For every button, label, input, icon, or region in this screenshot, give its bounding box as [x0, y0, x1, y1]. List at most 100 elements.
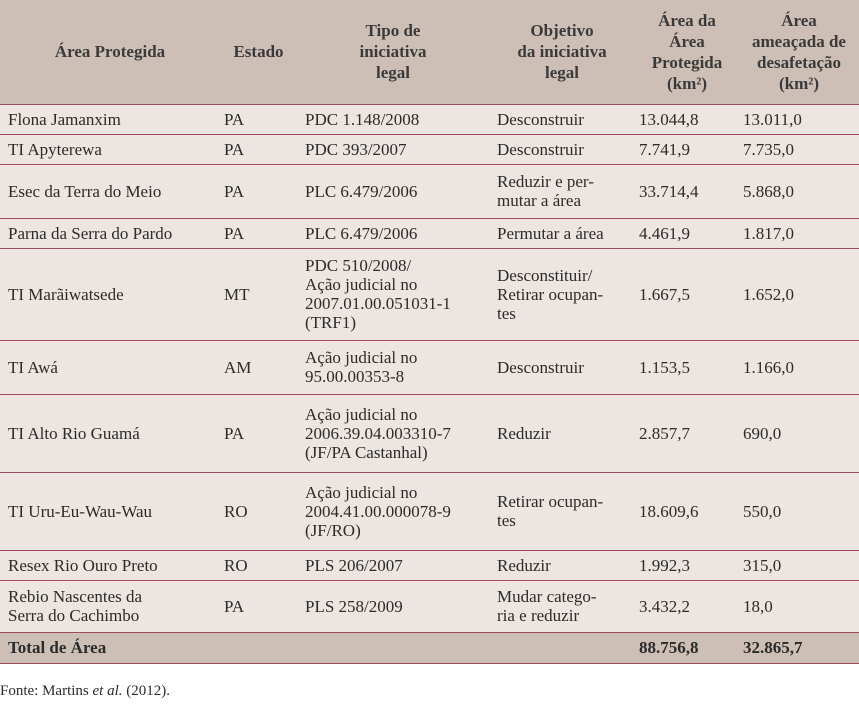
cell-tipo: PDC 393/2007: [297, 134, 489, 165]
total-area-ameacada: 32.865,7: [739, 632, 859, 664]
cell-objetivo: Desconstruir: [489, 104, 635, 135]
table-row: TI Alto Rio Guamá PA Ação judicial no 2006.…: [0, 394, 859, 473]
cell-line: Desconstituir/: [497, 265, 593, 285]
table-row: Parna da Serra do Pardo PA PLC 6.479/2006 P…: [0, 218, 859, 249]
cell-area-ameacada: 315,0: [739, 550, 859, 581]
header-line: (km²): [778, 73, 820, 93]
table-row: Rebio Nascentes da Serra do Cachimbo PA PLS…: [0, 580, 859, 633]
cell-area: TI Alto Rio Guamá: [0, 394, 220, 473]
protected-areas-table: Área Protegida Estado Tipo de iniciativa leg…: [0, 0, 859, 664]
header-line: ameaçada de: [752, 31, 846, 51]
cell-estado: PA: [220, 218, 297, 249]
header-line: (km²): [666, 73, 708, 93]
header-line: Área Protegida: [54, 42, 166, 62]
cell-line: 95.00.00353-8: [305, 367, 405, 386]
cell-tipo: PDC 1.148/2008: [297, 104, 489, 135]
header-line: Área: [781, 10, 817, 30]
header-line: da iniciativa: [517, 42, 607, 62]
cell-area-protegida: 1.667,5: [635, 248, 739, 341]
cell-line: Reduzir: [497, 423, 551, 443]
header-line: Estado: [233, 42, 284, 62]
cell-line: Desconstruir: [497, 139, 584, 159]
cell-tipo: PLC 6.479/2006: [297, 218, 489, 249]
cell-line: Esec da Terra do Meio: [8, 181, 162, 201]
cell-line: Resex Rio Ouro Preto: [8, 555, 158, 575]
cell-estado: PA: [220, 164, 297, 219]
cell-objetivo: Reduzir e per-mutar a área: [489, 164, 635, 219]
header-line: legal: [545, 63, 579, 83]
cell-estado: PA: [220, 394, 297, 473]
total-label: Total de Área: [0, 632, 635, 664]
cell-line: (JF/RO): [305, 520, 361, 540]
cell-estado: PA: [220, 580, 297, 633]
cell-line: Retirar ocupan-: [497, 284, 604, 304]
cell-objetivo: Reduzir: [489, 550, 635, 581]
cell-area-ameacada: 550,0: [739, 472, 859, 551]
cell-estado: MT: [220, 248, 297, 341]
cell-area: TI Marãiwatsede: [0, 248, 220, 341]
cell-line: PLC 6.479/2006: [305, 181, 418, 201]
source-prefix: Fonte: Martins: [0, 683, 93, 699]
header-line: Objetivo: [530, 21, 594, 41]
header-tipo: Tipo de iniciativa legal: [297, 0, 489, 105]
cell-area-protegida: 1.153,5: [635, 340, 739, 395]
cell-line: PLS 206/2007: [305, 555, 403, 575]
cell-estado: PA: [220, 134, 297, 165]
table-body: Flona Jamanxim PA PDC 1.148/2008 Desconstru…: [0, 104, 859, 633]
table-row: Resex Rio Ouro Preto RO PLS 206/2007 Reduzi…: [0, 550, 859, 581]
cell-line: TI Apyterewa: [8, 139, 102, 159]
table-row: TI Marãiwatsede MT PDC 510/2008/Ação judic…: [0, 248, 859, 341]
cell-line: PLC 6.479/2006: [305, 223, 418, 243]
cell-line: ria e reduzir: [497, 606, 580, 625]
cell-tipo: PLS 206/2007: [297, 550, 489, 581]
cell-line: Reduzir: [497, 555, 551, 575]
total-area-protegida: 88.756,8: [635, 632, 739, 664]
cell-area: Rebio Nascentes da Serra do Cachimbo: [0, 580, 220, 633]
cell-area-protegida: 13.044,8: [635, 104, 739, 135]
header-objetivo: Objetivo da iniciativa legal: [489, 0, 635, 105]
cell-line: TI Awá: [8, 357, 58, 377]
cell-objetivo: Desconstruir: [489, 340, 635, 395]
cell-tipo: Ação judicial no 2006.39.04.003310-7 (JF/P…: [297, 394, 489, 473]
cell-line: (JF/PA Castanhal): [305, 442, 428, 462]
source-note: Fonte: Martins et al. (2012).: [0, 683, 170, 700]
table-row: Flona Jamanxim PA PDC 1.148/2008 Desconstru…: [0, 104, 859, 135]
cell-line: PDC 393/2007: [305, 139, 407, 159]
cell-line: Parna da Serra do Pardo: [8, 223, 173, 243]
cell-line: TI Marãiwatsede: [8, 284, 124, 304]
cell-line: Ação judicial no: [305, 404, 418, 424]
cell-line: Permutar a área: [497, 223, 604, 243]
cell-area-ameacada: 7.735,0: [739, 134, 859, 165]
cell-line: Ação judicial no: [305, 348, 418, 367]
cell-objetivo: Desconstruir: [489, 134, 635, 165]
cell-line: 2004.41.00.000078-9: [305, 501, 451, 521]
cell-area-protegida: 1.992,3: [635, 550, 739, 581]
cell-line: PLS 258/2009: [305, 596, 403, 616]
header-estado: Estado: [220, 0, 297, 105]
header-row: Área Protegida Estado Tipo de iniciativa leg…: [0, 0, 859, 105]
cell-objetivo: Retirar ocupan-tes: [489, 472, 635, 551]
cell-line: Mudar catego-: [497, 587, 597, 606]
header-line: desafetação: [756, 52, 842, 72]
cell-line: Desconstruir: [497, 109, 584, 129]
cell-tipo: PLC 6.479/2006: [297, 164, 489, 219]
cell-line: mutar a área: [497, 191, 581, 210]
cell-area-protegida: 33.714,4: [635, 164, 739, 219]
cell-tipo: PLS 258/2009: [297, 580, 489, 633]
cell-line: 2007.01.00.051031-1: [305, 294, 451, 313]
header-line: Área da: [658, 10, 716, 30]
cell-area-ameacada: 18,0: [739, 580, 859, 633]
cell-objetivo: Mudar catego-ria e reduzir: [489, 580, 635, 633]
cell-line: PDC 510/2008/: [305, 256, 412, 275]
header-line: iniciativa: [359, 42, 427, 62]
cell-area-protegida: 18.609,6: [635, 472, 739, 551]
cell-area: Flona Jamanxim: [0, 104, 220, 135]
table-row: Esec da Terra do Meio PA PLC 6.479/2006 Red…: [0, 164, 859, 219]
header-line: Área: [669, 31, 705, 51]
cell-area-ameacada: 1.817,0: [739, 218, 859, 249]
header-area-ameacada: Área ameaçada de desafetação (km²): [739, 0, 859, 105]
cell-area-protegida: 2.857,7: [635, 394, 739, 473]
total-row: Total de Área 88.756,8 32.865,7: [0, 632, 859, 664]
table-row: TI Awá AM Ação judicial no 95.00.00353-8 Des…: [0, 340, 859, 395]
cell-area: TI Awá: [0, 340, 220, 395]
